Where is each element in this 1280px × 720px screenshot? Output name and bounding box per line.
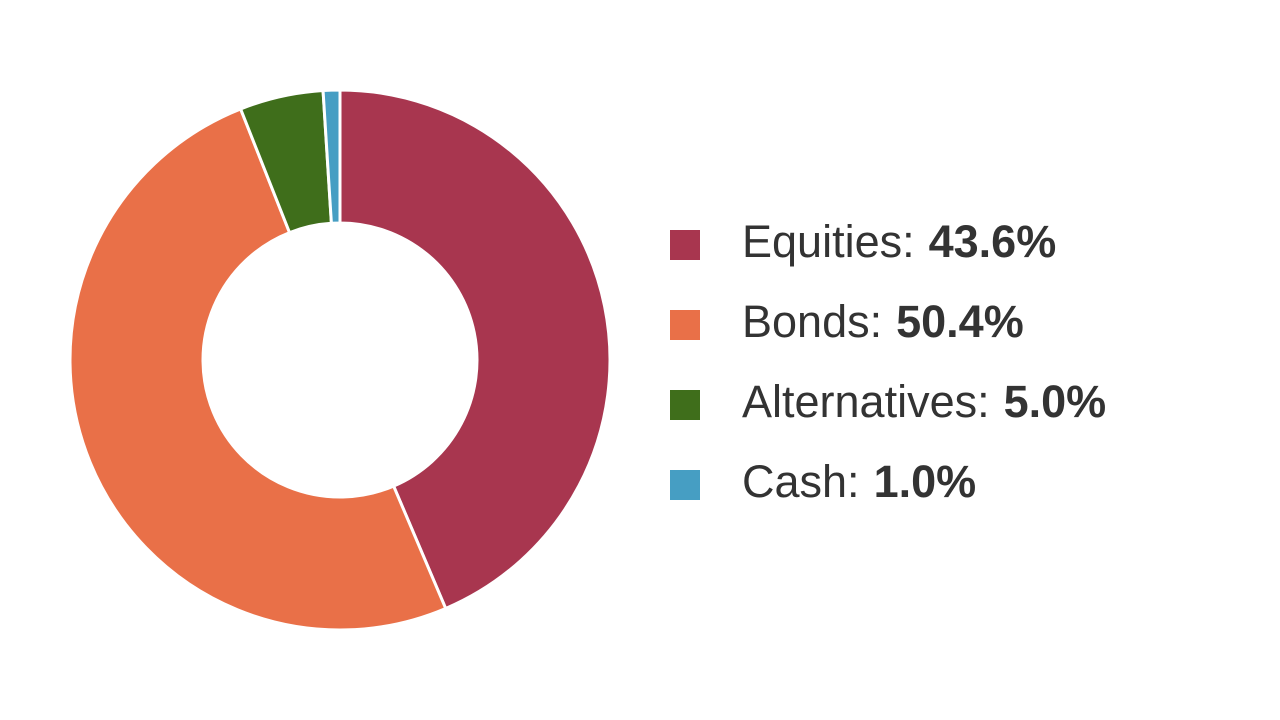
donut-slice <box>321 88 342 225</box>
legend-entry: Equities: 43.6% <box>742 216 1056 267</box>
donut-slice <box>338 88 612 611</box>
legend-entry: Alternatives: 5.0% <box>742 376 1106 427</box>
legend-value: 43.6% <box>929 216 1057 267</box>
legend-label: Bonds: <box>742 296 882 347</box>
legend-label: Alternatives: <box>742 376 990 427</box>
legend-label: Cash: <box>742 456 860 507</box>
legend-entry: Bonds: 50.4% <box>742 296 1024 347</box>
legend-swatch <box>670 390 700 420</box>
legend-value: 1.0% <box>874 456 977 507</box>
legend-swatch <box>670 310 700 340</box>
donut-slice <box>68 107 448 632</box>
legend-entry: Cash: 1.0% <box>742 456 976 507</box>
legend-swatch <box>670 230 700 260</box>
legend-swatch <box>670 470 700 500</box>
legend-value: 50.4% <box>896 296 1024 347</box>
legend-label: Equities: <box>742 216 915 267</box>
legend-value: 5.0% <box>1004 376 1107 427</box>
